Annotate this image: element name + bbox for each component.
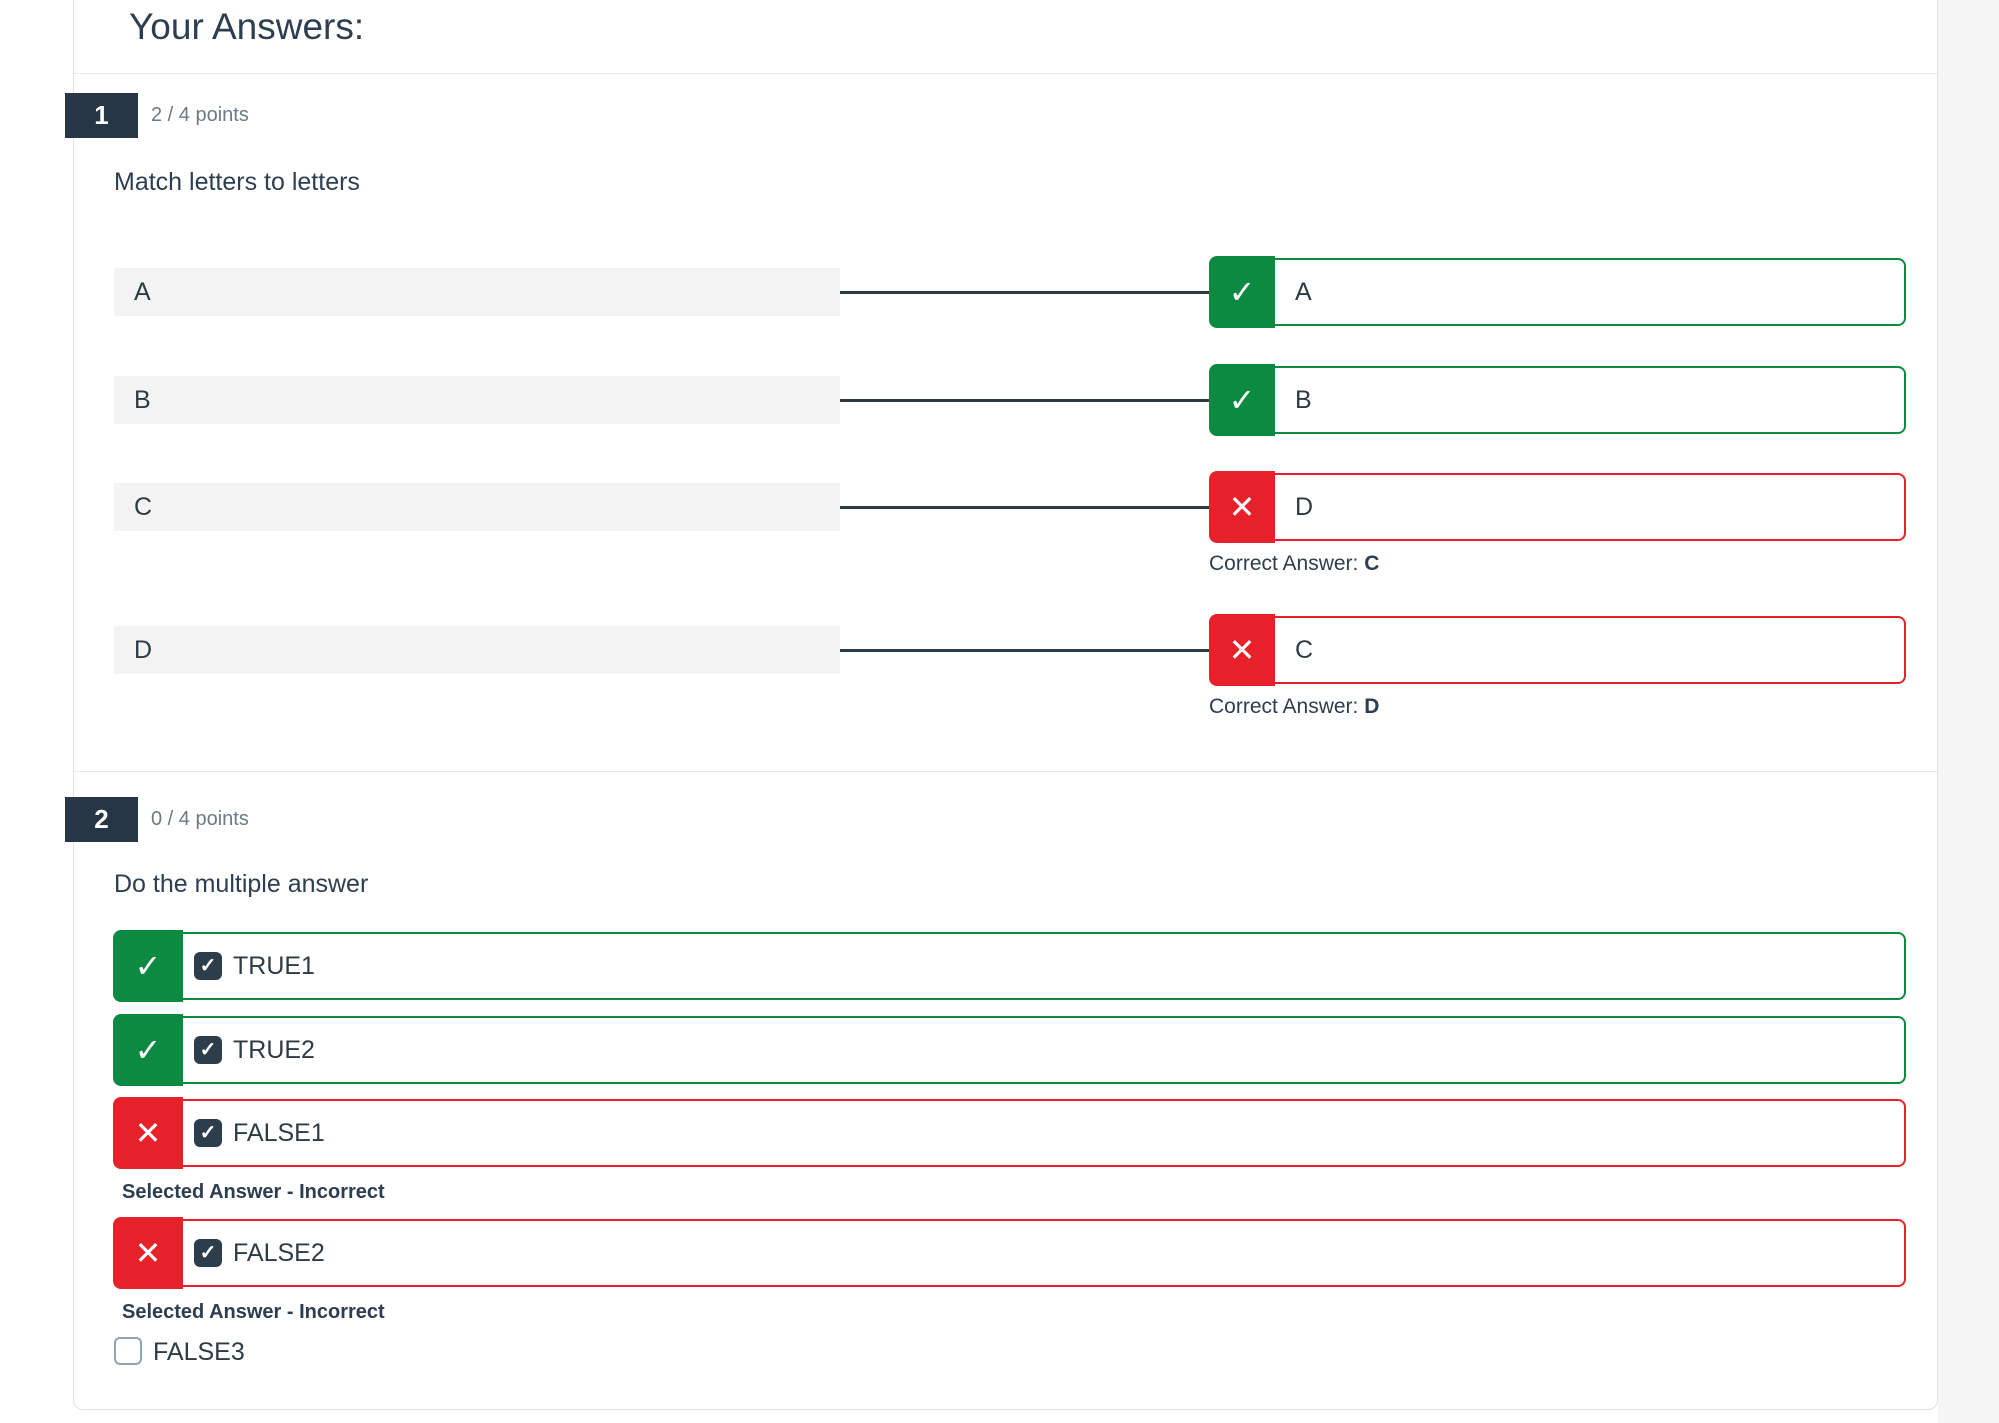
multiple-answer-option-row: ✓ ✓ TRUE2: [113, 1014, 1906, 1086]
option-label: FALSE3: [153, 1338, 245, 1366]
incorrect-cross-icon: ✕: [1209, 614, 1275, 686]
question-1-prompt: Match letters to letters: [114, 168, 360, 196]
answers-card: Your Answers: 1 2 / 4 points Match lette…: [65, 0, 1938, 1410]
option-checkbox[interactable]: ✓: [194, 1119, 222, 1147]
match-connector-line: [840, 649, 1209, 652]
selected-answer-incorrect-note: Selected Answer - Incorrect: [122, 1301, 385, 1323]
option-box: [183, 1099, 1906, 1167]
match-left-item: B: [114, 376, 840, 424]
option-checkbox[interactable]: ✓: [194, 1036, 222, 1064]
correct-answer-note: Correct Answer: D: [1209, 695, 1380, 718]
multiple-answer-option-row: ✕ ✓ FALSE1 Selected Answer - Incorrect: [113, 1097, 1906, 1203]
match-pair-row: B ✓ B: [114, 364, 1909, 436]
match-pair-row: D ✕ C Correct Answer: D: [114, 614, 1909, 718]
match-answer-box: D: [1275, 473, 1906, 541]
header-divider: [74, 73, 1937, 74]
question-divider: [74, 771, 1937, 772]
match-connector-line: [840, 291, 1209, 294]
multiple-answer-option-row: ✕ ✓ FALSE2 Selected Answer - Incorrect: [113, 1217, 1906, 1323]
option-label: TRUE2: [233, 1036, 315, 1064]
question-1-points: 2 / 4 points: [151, 104, 249, 126]
incorrect-cross-icon: ✕: [113, 1097, 183, 1169]
option-checkbox[interactable]: ✓: [194, 1239, 222, 1267]
page-background-gutter: [1938, 0, 1999, 1423]
match-pair-row: A ✓ A: [114, 256, 1909, 328]
option-checkbox[interactable]: [114, 1337, 142, 1365]
match-answer-box: B: [1275, 366, 1906, 434]
question-2-points: 0 / 4 points: [151, 808, 249, 830]
match-connector-line: [840, 506, 1209, 509]
multiple-answer-option-row: ✓ ✓ TRUE1: [113, 930, 1906, 1002]
match-left-item: C: [114, 483, 840, 531]
correct-check-icon: ✓: [113, 930, 183, 1002]
correct-check-icon: ✓: [1209, 364, 1275, 436]
option-box: [183, 1016, 1906, 1084]
selected-answer-incorrect-note: Selected Answer - Incorrect: [122, 1181, 385, 1203]
option-box: [183, 1219, 1906, 1287]
correct-answer-note: Correct Answer: C: [1209, 552, 1380, 575]
match-answer-box: A: [1275, 258, 1906, 326]
match-left-item: D: [114, 626, 840, 674]
option-label: FALSE1: [233, 1119, 325, 1147]
option-box: [183, 932, 1906, 1000]
match-pair-row: C ✕ D Correct Answer: C: [114, 471, 1909, 575]
correct-check-icon: ✓: [1209, 256, 1275, 328]
question-2-number-badge: 2: [65, 797, 138, 842]
correct-check-icon: ✓: [113, 1014, 183, 1086]
match-left-item: A: [114, 268, 840, 316]
match-answer-box: C: [1275, 616, 1906, 684]
match-connector-line: [840, 399, 1209, 402]
option-label: TRUE1: [233, 952, 315, 980]
option-checkbox[interactable]: ✓: [194, 952, 222, 980]
incorrect-cross-icon: ✕: [1209, 471, 1275, 543]
page-title: Your Answers:: [129, 6, 365, 47]
question-1-number-badge: 1: [65, 93, 138, 138]
question-2-prompt: Do the multiple answer: [114, 870, 369, 898]
option-label: FALSE2: [233, 1239, 325, 1267]
incorrect-cross-icon: ✕: [113, 1217, 183, 1289]
